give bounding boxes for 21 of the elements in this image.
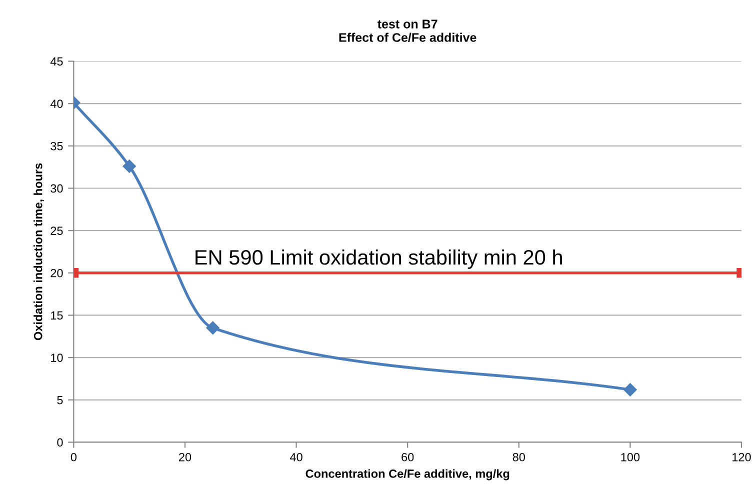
y-tick-label: 5 xyxy=(57,396,63,404)
x-tick-label: 0 xyxy=(70,452,77,462)
y-axis-title: Oxidation induction time, hours xyxy=(34,163,44,340)
chart-title: test on B7 Effect of Ce/Fe additive xyxy=(339,20,476,42)
y-tick-label: 15 xyxy=(51,311,63,320)
y-tick-label: 25 xyxy=(50,226,63,235)
y-tick-label: 0 xyxy=(57,438,63,447)
x-tick-label: 40 xyxy=(290,452,302,462)
x-axis-title: Concentration Ce/Fe additive, mg/kg xyxy=(306,469,510,480)
x-tick-label: 20 xyxy=(179,452,192,462)
x-tick-label: 120 xyxy=(732,452,751,462)
x-tick-label: 100 xyxy=(621,452,640,462)
x-tick-label: 80 xyxy=(512,452,525,462)
y-tick-label: 30 xyxy=(50,184,63,193)
y-tick-label: 45 xyxy=(50,57,63,66)
x-tick-label: 60 xyxy=(402,452,414,462)
annotation: EN 590 Limit oxidation stability min 20 h xyxy=(196,249,562,269)
y-tick-label: 40 xyxy=(50,100,63,108)
y-tick-label: 10 xyxy=(51,354,63,362)
y-tick-label: 20 xyxy=(50,268,63,278)
y-tick-label: 35 xyxy=(50,142,63,150)
